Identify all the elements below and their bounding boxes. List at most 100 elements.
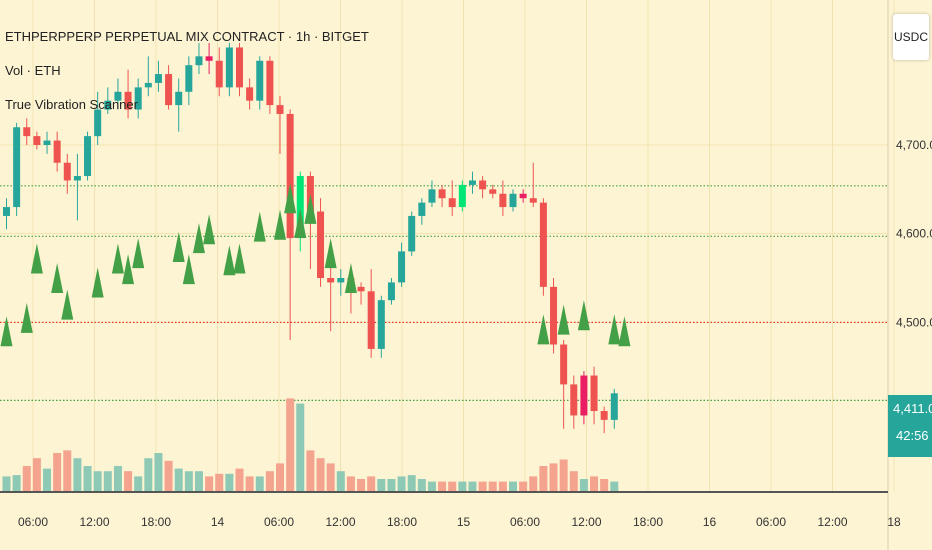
candle-body	[499, 193, 507, 208]
volume-bar	[427, 481, 436, 492]
candle-body	[479, 180, 487, 190]
candle-body	[600, 411, 608, 420]
chart-grid	[0, 0, 895, 492]
volume-bar	[367, 476, 376, 492]
candle-body	[276, 105, 284, 114]
volume-bar	[468, 481, 477, 492]
candle-body	[529, 198, 537, 203]
candle-body	[539, 202, 547, 287]
candle-body	[33, 136, 41, 145]
time-tick-label: 06:00	[18, 515, 48, 529]
volume-bar	[32, 458, 41, 492]
candle-body	[357, 286, 365, 292]
candle-body	[438, 189, 446, 199]
signal-triangle	[284, 183, 297, 214]
volume-bar	[519, 481, 528, 492]
volume-bar	[438, 481, 447, 492]
candle-body	[175, 91, 183, 106]
candle-body	[489, 189, 497, 194]
time-tick-label: 06:00	[510, 515, 540, 529]
level-lines	[0, 185, 888, 401]
volume-bar	[53, 453, 62, 492]
volume-bar	[336, 471, 345, 492]
signal-triangle	[344, 263, 357, 294]
candle-body	[408, 215, 416, 252]
price-axis[interactable]: 4,700.00 4,600.00 4,500.00	[896, 138, 932, 329]
volume-bar	[498, 481, 507, 492]
time-tick-label: 12:00	[325, 515, 355, 529]
candle-body	[458, 184, 466, 208]
time-tick-label: 16	[703, 515, 717, 529]
price-tick-label: 4,700.00	[896, 138, 932, 152]
volume-bar	[397, 476, 406, 492]
candle-body	[256, 60, 264, 101]
volume-bar	[326, 463, 335, 492]
time-tick-label: 18:00	[633, 515, 663, 529]
signal-triangle	[0, 316, 13, 347]
time-tick-label: 12:00	[817, 515, 847, 529]
candle-body	[286, 113, 294, 239]
volume-bar	[407, 475, 416, 492]
candle-body	[185, 65, 193, 92]
signal-triangle	[324, 238, 337, 269]
volume-bar	[93, 471, 102, 492]
candle-body	[246, 87, 254, 101]
candle-body	[104, 100, 112, 110]
time-tick-label: 14	[211, 515, 225, 529]
signal-triangle	[20, 302, 33, 333]
candle-body	[84, 136, 92, 177]
currency-button[interactable]: USDC	[893, 14, 929, 60]
signal-triangle	[122, 254, 135, 285]
volume-bar	[306, 450, 315, 492]
signal-triangle	[304, 193, 317, 224]
signal-triangle	[192, 223, 205, 254]
volume-bar	[539, 466, 548, 492]
volume-bar	[225, 473, 234, 492]
signal-triangle	[253, 211, 266, 242]
candle-body	[570, 384, 578, 416]
signal-triangle	[233, 243, 246, 274]
signal-triangle	[618, 316, 631, 347]
candle-body	[306, 176, 314, 212]
volume-bar	[296, 403, 305, 492]
volume-bar	[569, 471, 578, 492]
volume-bar	[387, 479, 396, 492]
candle-body	[144, 82, 152, 88]
candle-body	[195, 56, 203, 66]
time-axis[interactable]: 06:00 12:00 18:00 14 06:00 12:00 18:00 15 06:00 1…	[18, 515, 901, 529]
volume-bar	[73, 458, 82, 492]
volume-bar	[184, 471, 193, 492]
candle-body	[124, 91, 132, 110]
volume-bar	[215, 473, 224, 492]
volume-bar	[509, 481, 517, 492]
candle-body	[560, 344, 568, 385]
volume-bar	[255, 476, 264, 492]
candle-body	[418, 202, 426, 216]
volume-bar	[448, 481, 457, 492]
candle-body	[215, 60, 223, 88]
volume-legend: Vol · ETH	[5, 63, 61, 78]
last-price-value: 4,411.00	[893, 401, 932, 416]
signal-triangle	[51, 263, 64, 294]
last-price-tag: 4,411.00 42:56	[888, 395, 932, 457]
volume-bar	[113, 466, 122, 492]
volume-bar	[144, 458, 153, 492]
volume-bar	[600, 479, 609, 492]
candle-body	[63, 162, 71, 181]
volume-bar	[174, 468, 183, 492]
indicator-legend: True Vibration Scanner	[5, 97, 138, 112]
volume-bar	[286, 398, 295, 492]
candle-body	[610, 393, 618, 420]
volume-bar	[245, 476, 254, 492]
volume-bar	[357, 479, 366, 492]
candle-body	[266, 60, 274, 106]
candle-body	[448, 198, 456, 208]
vibration-signals	[0, 183, 631, 347]
signal-triangle	[182, 254, 195, 285]
signal-triangle	[608, 314, 621, 345]
volume-bar	[316, 458, 325, 492]
time-tick-label: 18:00	[387, 515, 417, 529]
candle-body	[53, 140, 61, 163]
time-tick-label: 12:00	[571, 515, 601, 529]
